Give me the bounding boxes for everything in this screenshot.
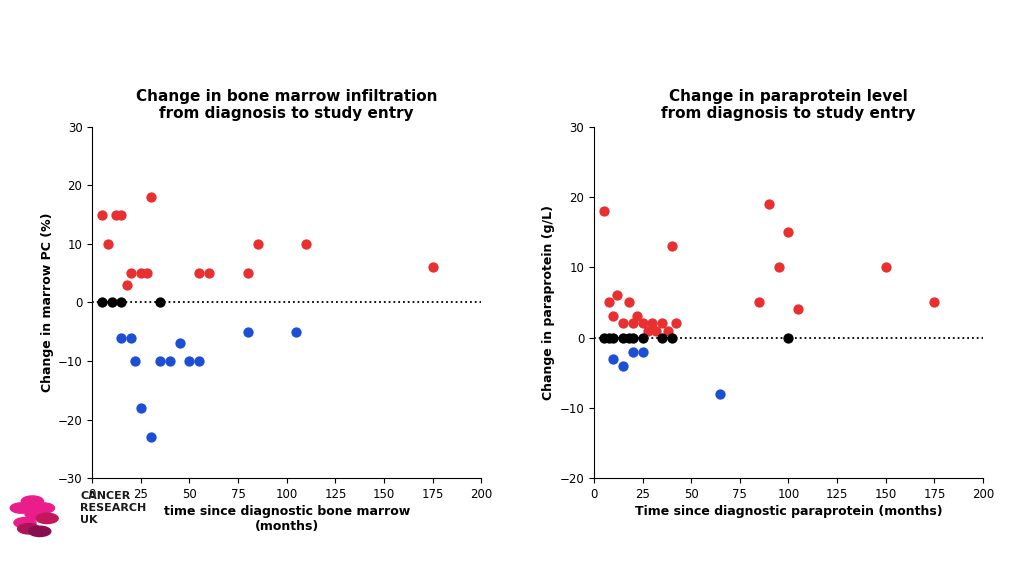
Point <box>289 327 305 336</box>
Point <box>94 210 110 219</box>
Point <box>609 291 626 300</box>
Point <box>108 210 124 219</box>
Text: CANCER
RESEARCH
UK: CANCER RESEARCH UK <box>80 491 146 525</box>
Point <box>142 192 159 202</box>
Point <box>190 268 207 278</box>
Point <box>240 327 256 336</box>
Point <box>780 228 797 237</box>
X-axis label: time since diagnostic bone marrow
(months): time since diagnostic bone marrow (month… <box>164 505 410 533</box>
Point <box>103 298 120 307</box>
Point <box>298 239 314 248</box>
Text: Variations in marrow infiltration on follow up sampling: Variations in marrow infiltration on fol… <box>41 40 795 67</box>
Title: Change in bone marrow infiltration
from diagnosis to study entry: Change in bone marrow infiltration from … <box>136 89 437 122</box>
Point <box>668 319 684 328</box>
Y-axis label: Change in marrow PC (%): Change in marrow PC (%) <box>41 213 53 392</box>
Point <box>113 298 129 307</box>
Point <box>119 281 135 290</box>
Circle shape <box>22 496 43 506</box>
Point <box>123 268 139 278</box>
Point <box>878 263 894 272</box>
Point <box>664 333 680 342</box>
Y-axis label: Change in paraprotein (g/L): Change in paraprotein (g/L) <box>543 205 555 400</box>
Point <box>142 433 159 442</box>
Point <box>99 239 116 248</box>
Point <box>595 206 611 215</box>
Point <box>127 357 143 366</box>
Point <box>621 298 637 307</box>
Point <box>629 312 645 321</box>
Point <box>614 333 631 342</box>
Point <box>761 199 777 209</box>
Point <box>424 263 440 272</box>
Point <box>625 333 641 342</box>
X-axis label: Time since diagnostic paraprotein (months): Time since diagnostic paraprotein (month… <box>635 505 942 518</box>
Point <box>770 263 786 272</box>
Circle shape <box>25 509 47 520</box>
Point <box>190 357 207 366</box>
Point <box>133 268 150 278</box>
Point <box>634 333 651 342</box>
Point <box>133 403 150 412</box>
Point <box>171 339 188 348</box>
Point <box>601 298 617 307</box>
Point <box>659 326 676 335</box>
Point <box>791 305 807 314</box>
Point <box>653 333 670 342</box>
Circle shape <box>29 526 51 537</box>
Point <box>181 357 198 366</box>
Text: ▲UCL: ▲UCL <box>874 529 948 554</box>
Point <box>644 319 660 328</box>
Point <box>926 298 942 307</box>
Point <box>640 326 656 335</box>
Point <box>240 268 256 278</box>
Point <box>113 333 129 342</box>
Point <box>152 357 168 366</box>
Point <box>625 319 641 328</box>
Point <box>605 354 622 363</box>
Point <box>614 319 631 328</box>
Circle shape <box>14 518 36 528</box>
Point <box>653 319 670 328</box>
Point <box>648 326 665 335</box>
Point <box>634 347 651 356</box>
Point <box>123 333 139 342</box>
Circle shape <box>10 503 33 513</box>
Point <box>605 333 622 342</box>
Point <box>113 210 129 219</box>
Point <box>162 357 178 366</box>
Circle shape <box>17 524 40 534</box>
Point <box>621 333 637 342</box>
Point <box>713 389 729 399</box>
Circle shape <box>33 503 54 513</box>
Point <box>201 268 217 278</box>
Point <box>250 239 266 248</box>
Point <box>634 319 651 328</box>
Point <box>625 347 641 356</box>
Point <box>664 241 680 251</box>
Point <box>605 312 622 321</box>
Point <box>751 298 768 307</box>
Point <box>152 298 168 307</box>
Point <box>780 333 797 342</box>
Point <box>614 361 631 370</box>
Title: Change in paraprotein level
from diagnosis to study entry: Change in paraprotein level from diagnos… <box>662 89 915 122</box>
Point <box>138 268 155 278</box>
Point <box>94 298 110 307</box>
Point <box>601 333 617 342</box>
Circle shape <box>36 513 58 524</box>
Point <box>595 333 611 342</box>
